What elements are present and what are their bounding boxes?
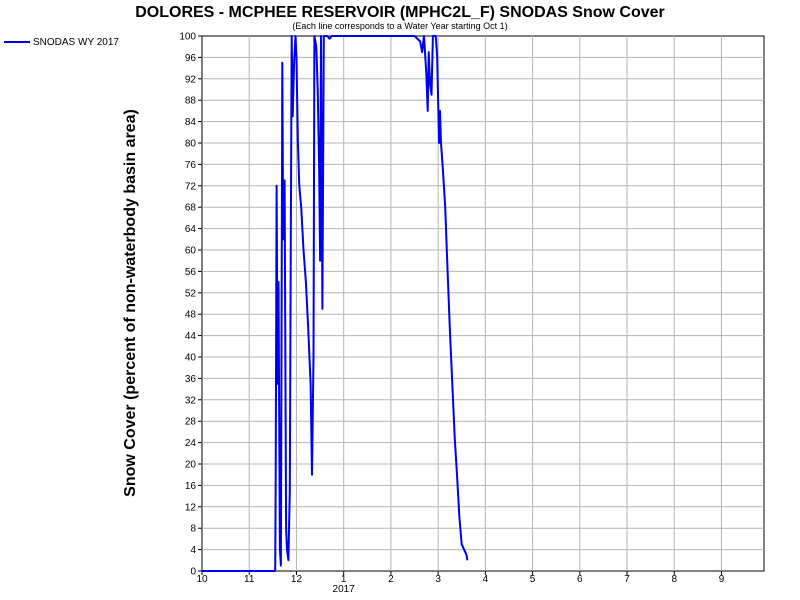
y-tick-label: 60 <box>185 246 197 257</box>
y-tick-label: 52 <box>185 288 197 299</box>
y-tick-label: 76 <box>185 160 197 171</box>
y-tick-label: 24 <box>185 438 197 449</box>
y-tick-label: 8 <box>190 524 196 535</box>
y-tick-label: 0 <box>190 567 196 578</box>
y-tick-label: 20 <box>185 460 197 471</box>
x-tick-label: 12 <box>291 574 303 585</box>
y-tick-label: 84 <box>185 117 197 128</box>
year-label: 2017 <box>333 584 356 595</box>
legend-label: SNODAS WY 2017 <box>33 37 119 48</box>
series-group <box>202 35 469 572</box>
y-tick-label: 36 <box>185 374 197 385</box>
x-tick-label: 9 <box>719 574 725 585</box>
y-tick-label: 100 <box>179 32 196 43</box>
x-tick-label: 5 <box>530 574 536 585</box>
x-tick-label: 10 <box>196 574 208 585</box>
y-tick-label: 96 <box>185 53 197 64</box>
y-tick-label: 48 <box>185 310 197 321</box>
y-axis-label: Snow Cover (percent of non-waterbody bas… <box>122 109 139 497</box>
y-axis-ticks: 0481216202428323640444852566064687276808… <box>179 32 202 578</box>
x-tick-label: 4 <box>483 574 489 585</box>
y-tick-label: 80 <box>185 139 197 150</box>
y-tick-label: 32 <box>185 395 197 406</box>
y-tick-label: 72 <box>185 181 197 192</box>
y-tick-label: 92 <box>185 74 197 85</box>
y-tick-label: 56 <box>185 267 197 278</box>
x-tick-label: 1 <box>341 574 347 585</box>
y-tick-label: 64 <box>185 224 197 235</box>
x-tick-label: 2 <box>388 574 394 585</box>
plot-area <box>201 35 765 572</box>
y-tick-label: 12 <box>185 502 197 513</box>
legend: SNODAS WY 2017 <box>4 37 119 48</box>
series-line <box>202 35 469 572</box>
x-tick-label: 8 <box>671 574 677 585</box>
x-axis-ticks: 10 11 12 1 2 3 4 5 6 7 8 9 <box>196 571 725 585</box>
y-tick-label: 40 <box>185 353 197 364</box>
x-tick-label: 3 <box>435 574 441 585</box>
y-tick-label: 16 <box>185 481 197 492</box>
y-tick-label: 44 <box>185 331 197 342</box>
chart-title: DOLORES - MCPHEE RESERVOIR (MPHC2L_F) SN… <box>135 4 665 21</box>
x-tick-label: 6 <box>577 574 583 585</box>
y-tick-label: 28 <box>185 417 197 428</box>
chart-subtitle: (Each line corresponds to a Water Year s… <box>292 21 507 31</box>
grid <box>202 36 764 571</box>
y-tick-label: 68 <box>185 203 197 214</box>
y-tick-label: 88 <box>185 96 197 107</box>
y-tick-label: 4 <box>190 545 196 556</box>
x-tick-label: 7 <box>624 574 630 585</box>
x-tick-label: 11 <box>244 574 255 585</box>
